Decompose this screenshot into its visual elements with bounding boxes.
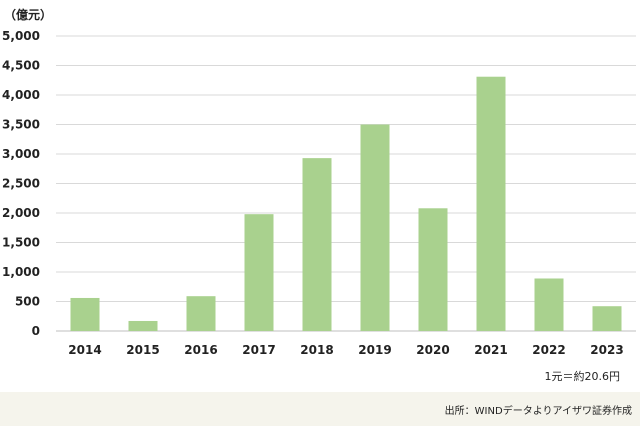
x-tick-label-2016: 2016 [184, 343, 217, 357]
x-tick-label-2023: 2023 [590, 343, 623, 357]
y-tick-label: 4,500 [2, 59, 40, 73]
x-tick-label-2020: 2020 [416, 343, 449, 357]
bar-2019 [360, 124, 390, 331]
y-tick-label: 3,500 [2, 118, 40, 132]
y-tick-label: 2,000 [2, 206, 40, 220]
y-axis-ticks: 0 500 1,000 1,500 2,000 2,500 3,000 3,500 4,000 4… [2, 29, 40, 338]
y-tick-label: 0 [32, 324, 40, 338]
x-tick-label-2018: 2018 [300, 343, 333, 357]
y-tick-label: 2,500 [2, 177, 40, 191]
bar-2021 [476, 76, 506, 332]
y-tick-label: 1,000 [2, 265, 40, 279]
x-tick-label-2014: 2014 [68, 343, 101, 357]
x-tick-label-2015: 2015 [126, 343, 159, 357]
x-tick-label-2017: 2017 [242, 343, 275, 357]
bar-2023 [592, 306, 622, 331]
bar-2020 [418, 208, 448, 331]
bar-2016 [186, 296, 216, 331]
exchange-rate-note: 1元＝約20.6円 [544, 370, 621, 383]
bar-2015 [128, 320, 158, 331]
x-axis-ticks: 2014 2015 2016 2017 2018 2019 2020 2021 2022 2023 [68, 343, 623, 357]
x-tick-label-2022: 2022 [532, 343, 565, 357]
bar-2022 [534, 278, 564, 331]
y-axis-unit-label: （億元） [4, 8, 53, 22]
bars [70, 76, 622, 332]
x-tick-label-2019: 2019 [358, 343, 391, 357]
gridlines [56, 35, 636, 332]
y-tick-label: 5,000 [2, 29, 40, 43]
bar-2018 [302, 158, 332, 331]
y-tick-label: 500 [15, 295, 40, 309]
bar-2017 [244, 214, 274, 331]
y-tick-label: 1,500 [2, 236, 40, 250]
bar-2014 [70, 297, 100, 331]
y-tick-label: 3,000 [2, 147, 40, 161]
source-footer: 出所：WINDデータよりアイザワ証券作成 [0, 392, 640, 426]
x-tick-label-2021: 2021 [474, 343, 507, 357]
source-text: 出所：WINDデータよりアイザワ証券作成 [444, 406, 632, 417]
y-tick-label: 4,000 [2, 88, 40, 102]
